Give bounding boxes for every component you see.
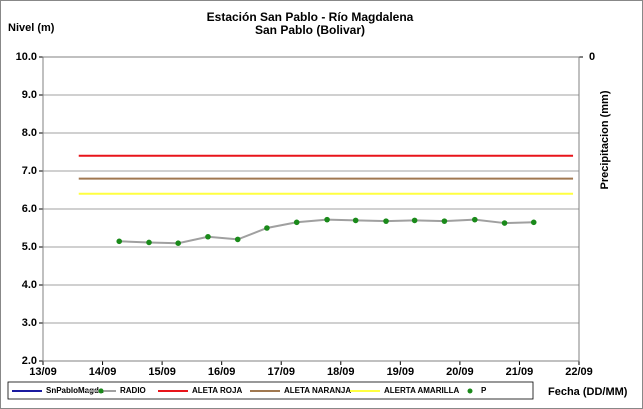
series-marker (411, 217, 418, 224)
series-marker (324, 216, 330, 223)
series-marker (116, 238, 123, 245)
plot-border (42, 56, 580, 362)
y-axis-label: Nivel (m) (8, 22, 55, 34)
x-tick-label: 20/09 (446, 366, 474, 378)
series-marker (146, 239, 152, 246)
series-marker (205, 233, 211, 240)
x-tick-label: 14/09 (89, 366, 117, 378)
x-tick-label: 15/09 (148, 366, 176, 378)
legend-box (7, 381, 534, 400)
y-tick-label: 8.0 (22, 127, 37, 139)
series-marker (234, 236, 241, 243)
chart-title: Estación San Pablo - Río Magdalena (207, 10, 414, 24)
y-tick-label: 7.0 (22, 165, 37, 177)
y-tick-label: 10.0 (16, 51, 37, 63)
legend-label: RADIO (120, 386, 146, 395)
legend-label: SnPabloMagda (46, 386, 104, 395)
x-axis-label: Fecha (DD/MM) (548, 386, 628, 398)
x-tick-label: 19/09 (387, 366, 415, 378)
y-tick-label: 6.0 (22, 203, 37, 215)
y2-axis-label: Precipitacion (mm) (599, 90, 611, 189)
series-marker (352, 217, 359, 224)
series-marker (501, 220, 508, 226)
x-tick-label: 17/09 (267, 366, 295, 378)
y-tick-label: 5.0 (22, 241, 37, 253)
series-marker (441, 218, 448, 224)
x-tick-label: 18/09 (327, 366, 355, 378)
legend-label: ALERTA AMARILLA (384, 386, 459, 395)
legend-label: P (481, 386, 487, 395)
series-marker (383, 218, 389, 224)
chart-subtitle: San Pablo (Bolivar) (255, 23, 365, 37)
series-marker (264, 225, 270, 231)
y-tick-label: 2.0 (22, 355, 37, 367)
legend-label: ALETA NARANJA (284, 386, 351, 395)
x-tick-label: 21/09 (506, 366, 534, 378)
y-tick-label: 9.0 (22, 89, 37, 101)
series-marker (471, 216, 478, 223)
legend-marker (467, 388, 473, 394)
y-tick-label: 3.0 (22, 317, 37, 329)
series-marker (530, 219, 537, 226)
y-tick-label: 4.0 (22, 279, 37, 291)
series-marker (293, 219, 300, 226)
x-tick-label: 13/09 (29, 366, 57, 378)
y2-tick-label: 0 (589, 51, 595, 63)
legend-label: ALETA ROJA (192, 386, 242, 395)
series-marker (175, 240, 181, 246)
x-tick-label: 16/09 (208, 366, 236, 378)
legend-marker (98, 388, 104, 394)
x-tick-label: 22/09 (565, 366, 593, 378)
